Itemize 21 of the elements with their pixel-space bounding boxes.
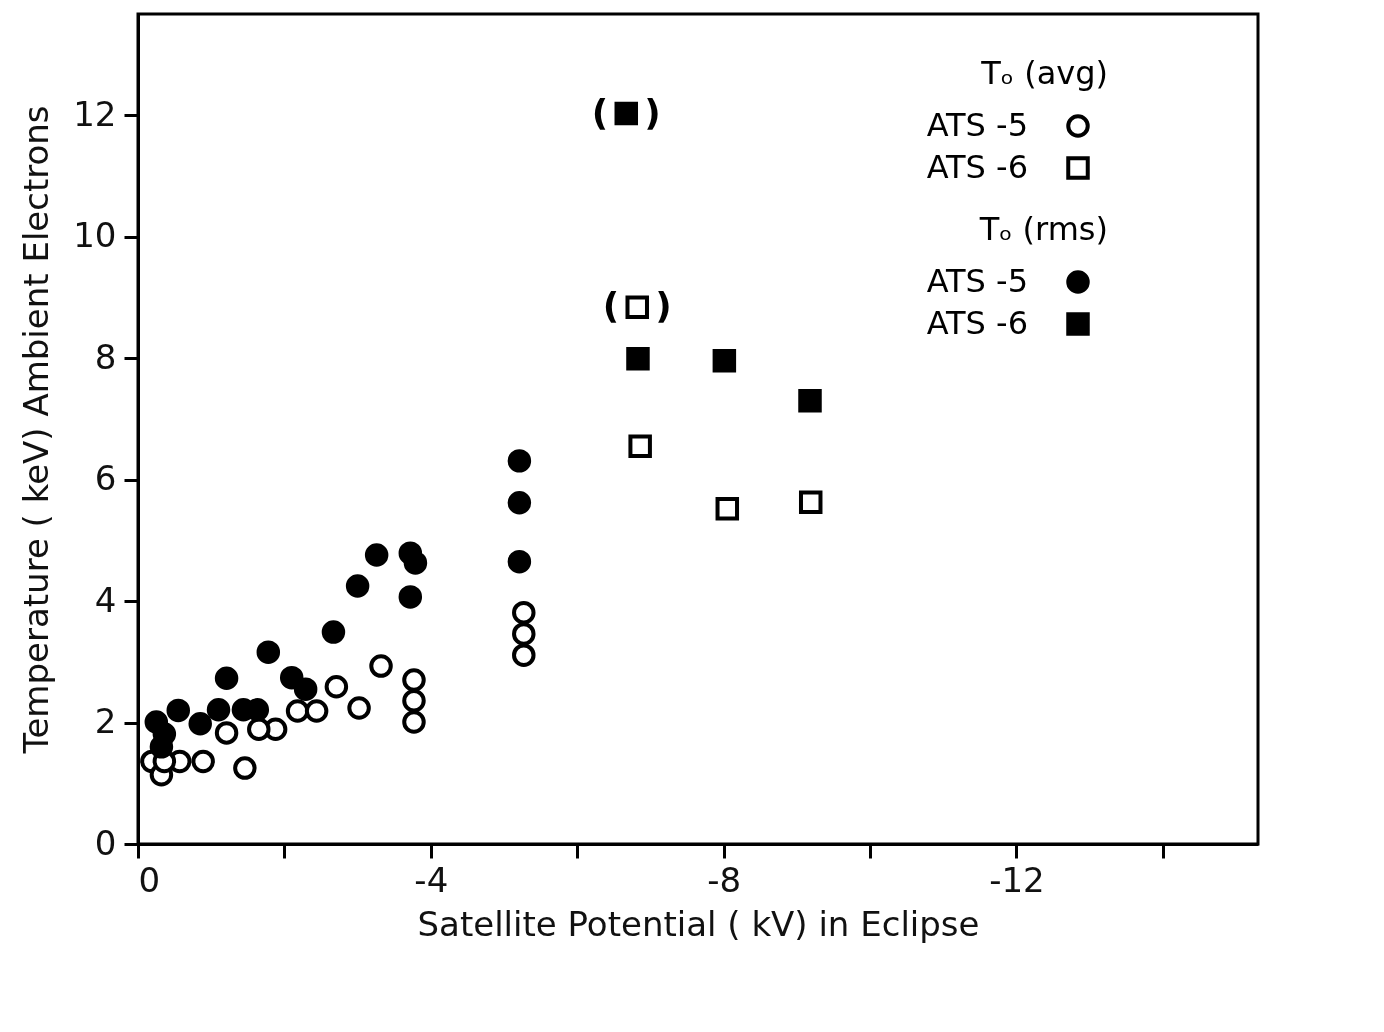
legend-label: ATS -5 (926, 262, 1028, 300)
x-tick-label: 0 (138, 859, 161, 900)
annotation: Tₒ (rms) (978, 210, 1108, 248)
y-tick-label: 6 (94, 458, 117, 499)
x-tick-label: -4 (414, 859, 449, 900)
y-tick-label: 0 (94, 822, 117, 863)
x-axis-title: Satellite Potential ( kV) in Eclipse (417, 903, 980, 944)
y-axis-title: Temperature ( keV) Ambient Electrons (16, 105, 57, 755)
annotation: ( ) (602, 285, 672, 327)
x-tick-label: -8 (707, 859, 742, 900)
y-tick-label: 8 (94, 336, 117, 377)
x-tick-label: -12 (989, 859, 1045, 900)
y-tick-label: 10 (73, 215, 117, 256)
y-tick-label: 4 (94, 579, 117, 620)
y-tick-label: 2 (94, 701, 117, 742)
annotation: ( ) (591, 91, 661, 133)
legend-label: ATS -5 (926, 106, 1028, 144)
legend-label: ATS -6 (926, 304, 1028, 342)
annotation: Tₒ (avg) (980, 54, 1108, 92)
legend-label: ATS -6 (926, 148, 1028, 186)
y-tick-label: 12 (73, 93, 117, 134)
